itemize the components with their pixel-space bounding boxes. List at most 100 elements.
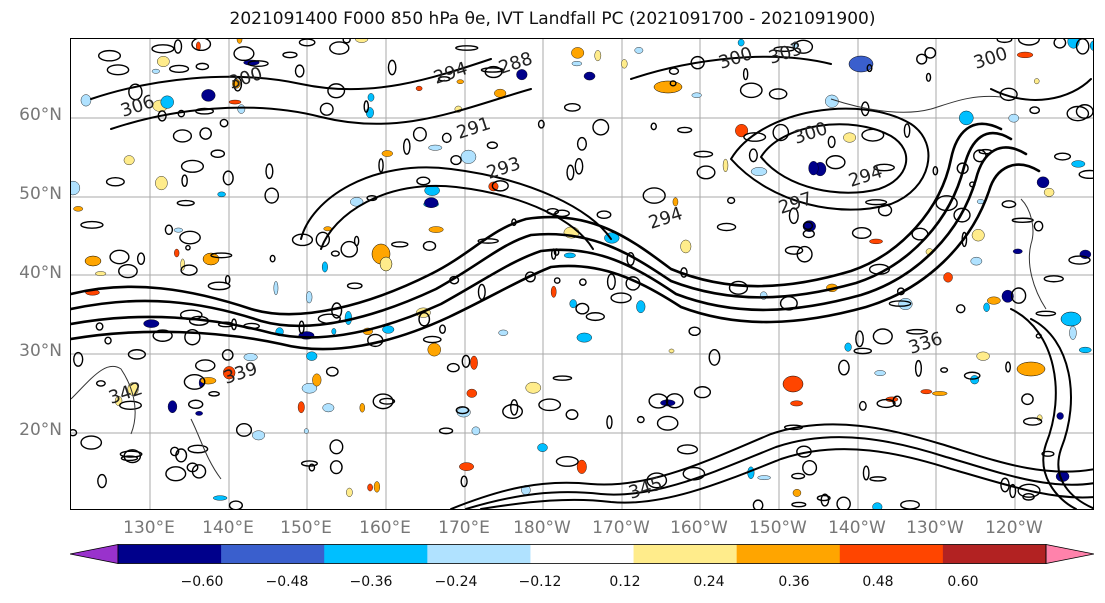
contour-ring bbox=[708, 348, 721, 366]
contour-ring bbox=[606, 415, 613, 430]
anomaly-patch bbox=[983, 302, 990, 312]
contour-ring bbox=[537, 119, 545, 129]
contour-ring bbox=[1053, 152, 1072, 161]
contour-ring bbox=[963, 371, 981, 380]
contour-ring bbox=[1021, 393, 1034, 406]
anomaly-patch bbox=[680, 239, 692, 254]
contour-ring bbox=[955, 304, 966, 314]
contour-ring bbox=[222, 170, 234, 186]
contour-ring bbox=[441, 132, 452, 144]
contour-line bbox=[300, 166, 612, 240]
anomaly-patch bbox=[576, 459, 587, 474]
contour-ring bbox=[1043, 275, 1064, 283]
contour-ring bbox=[665, 393, 684, 409]
contour-ring bbox=[118, 263, 138, 279]
contour-ring bbox=[578, 278, 587, 286]
contour-ring bbox=[1011, 217, 1034, 223]
contour-ring bbox=[136, 252, 146, 265]
anomaly-patch bbox=[569, 299, 577, 309]
anomaly-patch bbox=[976, 351, 990, 361]
lat-label-50n: 50°N bbox=[19, 184, 62, 204]
contour-ring bbox=[510, 399, 519, 416]
contour-ring bbox=[73, 351, 84, 367]
anomaly-patch bbox=[987, 296, 1001, 305]
contour-ring bbox=[793, 39, 814, 54]
contour-ring bbox=[869, 476, 887, 482]
contour-ring bbox=[716, 222, 737, 232]
anomaly-patch bbox=[306, 291, 313, 304]
anomaly-patch bbox=[970, 256, 983, 266]
anomaly-patch bbox=[634, 47, 644, 54]
colorbar-extend-low bbox=[70, 544, 119, 564]
contour-ring bbox=[207, 281, 231, 291]
contour-ring bbox=[120, 455, 139, 462]
contour-ring bbox=[802, 229, 815, 239]
contour-ring bbox=[565, 409, 579, 420]
anomaly-patch bbox=[757, 475, 771, 480]
contour-line bbox=[730, 107, 930, 211]
contour-ring bbox=[300, 460, 318, 467]
contour-ring bbox=[791, 472, 806, 480]
contour-ring bbox=[1066, 105, 1090, 122]
contour-ring bbox=[802, 221, 814, 231]
anomaly-patch bbox=[848, 55, 874, 73]
contour-ring bbox=[816, 494, 831, 502]
contour-ring bbox=[319, 102, 334, 116]
anomaly-patch bbox=[367, 93, 375, 102]
contour-ring bbox=[455, 45, 479, 51]
anomaly-patch bbox=[151, 68, 160, 74]
lon-label-130w: 130°W bbox=[906, 518, 964, 538]
contour-ring bbox=[1068, 255, 1091, 265]
contour-ring bbox=[739, 82, 763, 99]
lat-label-60n: 60°N bbox=[19, 105, 62, 125]
anomaly-patch bbox=[498, 329, 509, 336]
contour-ring bbox=[1010, 287, 1027, 304]
colorbar-segment bbox=[839, 544, 944, 564]
contour-ring bbox=[669, 80, 677, 87]
anomaly-patch bbox=[359, 403, 365, 413]
contour-ring bbox=[791, 501, 807, 508]
contour-ring bbox=[925, 72, 932, 82]
anomaly-patch bbox=[160, 95, 174, 109]
contour-ring bbox=[180, 159, 205, 173]
anomaly-patch bbox=[843, 132, 857, 143]
contour-ring bbox=[169, 446, 180, 457]
contour-ring bbox=[538, 398, 562, 412]
colorbar-tick-label: 0.12 bbox=[609, 574, 641, 590]
contour-ring bbox=[748, 148, 758, 163]
anomaly-patch bbox=[1016, 361, 1046, 377]
contour-value-label: 294 bbox=[646, 203, 685, 234]
anomaly-patch bbox=[1036, 176, 1050, 189]
contour-ring bbox=[446, 362, 460, 373]
contour-ring bbox=[340, 240, 359, 258]
contour-ring bbox=[175, 448, 188, 463]
anomaly-patch bbox=[173, 227, 183, 233]
contour-ring bbox=[1022, 492, 1035, 501]
anomaly-patch bbox=[460, 149, 477, 164]
colorbar-segment bbox=[736, 544, 841, 564]
contour-ring bbox=[866, 64, 873, 73]
contour-ring bbox=[906, 328, 928, 335]
contour-ring bbox=[677, 126, 693, 134]
colorbar-tick-label: 0.24 bbox=[693, 574, 725, 590]
contour-ring bbox=[606, 273, 616, 291]
colorbar-segment bbox=[221, 544, 325, 564]
contour-ring bbox=[282, 51, 298, 59]
contour-ring bbox=[181, 174, 188, 188]
anomaly-patch bbox=[174, 248, 180, 258]
contour-ring bbox=[903, 123, 911, 138]
anomaly-patch bbox=[237, 104, 246, 114]
contour-ring bbox=[838, 359, 850, 376]
contour-ring bbox=[169, 64, 190, 74]
contour-ring bbox=[592, 118, 610, 136]
contour-ring bbox=[796, 245, 813, 263]
contour-ring bbox=[872, 328, 893, 345]
anomaly-patch bbox=[424, 197, 439, 208]
contour-line bbox=[990, 78, 1092, 101]
anomaly-patch bbox=[1089, 40, 1093, 51]
contour-ring bbox=[264, 187, 280, 204]
contour-ring bbox=[576, 136, 588, 151]
contour-value-label: 293 bbox=[484, 153, 523, 184]
contour-ring bbox=[379, 397, 396, 405]
coastline bbox=[190, 418, 222, 480]
